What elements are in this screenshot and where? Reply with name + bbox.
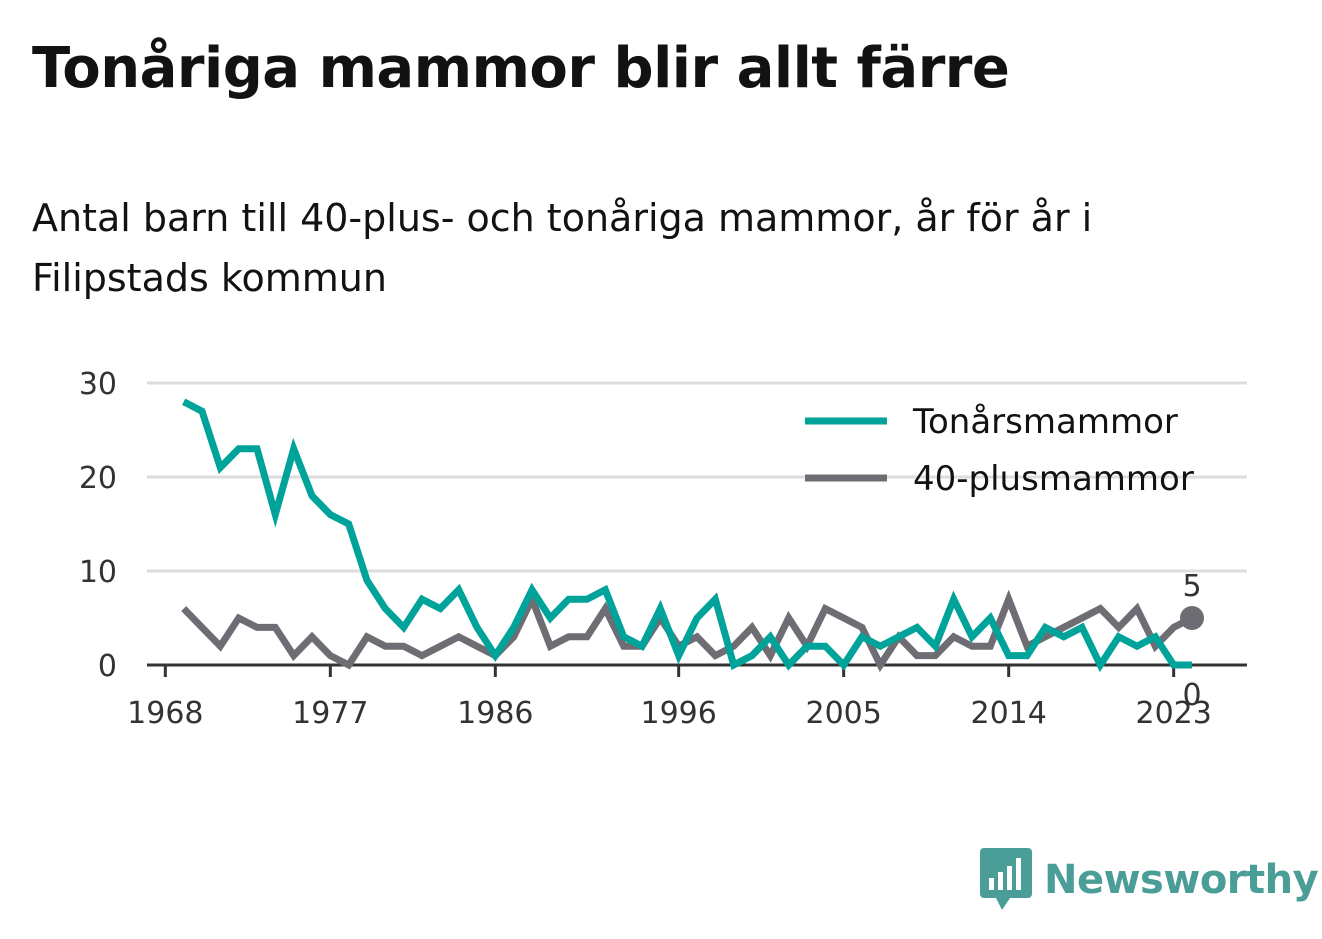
y-axis-ticks: 0 10 20 30	[79, 367, 117, 684]
newsworthy-logo[interactable]: Newsworthy	[980, 848, 1319, 912]
x-tick-label: 2014	[970, 696, 1046, 731]
y-tick-label: 30	[79, 367, 117, 402]
bar-chart-speech-icon	[980, 848, 1032, 910]
legend-label: Tonårsmammor	[912, 402, 1178, 442]
x-tick-label: 1977	[292, 696, 368, 731]
legend-label: 40-plusmammor	[913, 459, 1194, 499]
y-tick-label: 0	[98, 649, 117, 684]
y-tick-label: 20	[79, 461, 117, 496]
x-tick-label: 1986	[457, 696, 533, 731]
x-tick-label: 2023	[1135, 696, 1211, 731]
x-axis-ticks: 1968 1977 1986 1996 2005 2014 2023	[127, 665, 1212, 731]
end-labels: 05	[1180, 569, 1204, 713]
series-lines	[181, 398, 1194, 673]
y-tick-label: 10	[79, 555, 117, 590]
series-line-tonarsmammor	[182, 398, 1192, 673]
x-tick-label: 1996	[640, 696, 716, 731]
logo-text: Newsworthy	[1044, 857, 1319, 903]
legend: Tonårsmammor 40-plusmammor	[805, 402, 1194, 499]
end-marker-40-plusmammor	[1180, 606, 1204, 630]
x-tick-label: 2005	[805, 696, 881, 731]
chart-title: Tonåriga mammor blir allt färre	[32, 36, 1010, 101]
chart-subtitle: Antal barn till 40-plus- och tonåriga ma…	[32, 196, 1093, 300]
end-label-tonarsmammor: 0	[1182, 678, 1201, 713]
end-label-40-plusmammor: 5	[1182, 569, 1201, 604]
x-tick-label: 1968	[127, 696, 203, 731]
